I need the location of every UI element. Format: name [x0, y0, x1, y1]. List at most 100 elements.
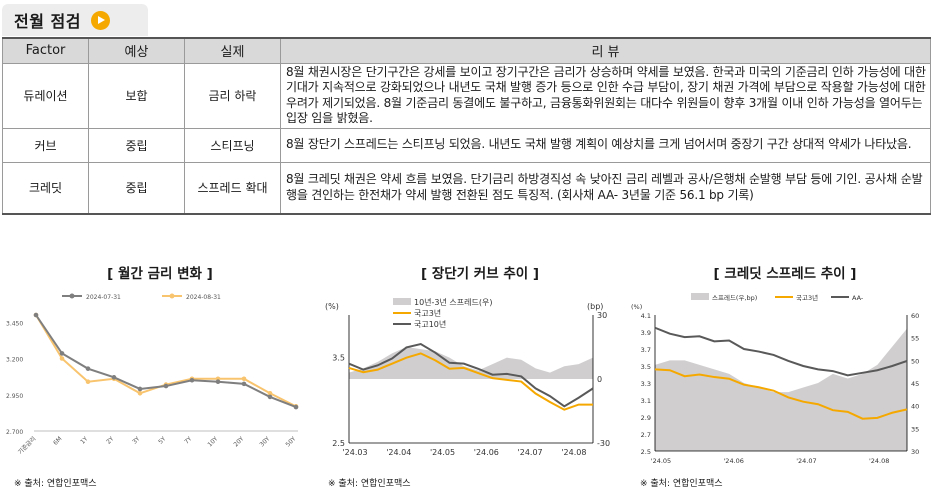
source-note: ※ 출처: 연합인포맥스: [14, 479, 97, 489]
legend-label: 10년-3년 스프레드(우): [414, 297, 492, 307]
x-tick-label: '24.06: [724, 457, 744, 465]
legend-swatch: [393, 298, 411, 305]
data-point: [241, 381, 247, 387]
y-tick-label-left: 2.5: [641, 448, 651, 456]
spread-area: [655, 328, 907, 451]
y-tick-label-right: 40: [911, 403, 919, 411]
data-point: [293, 404, 299, 410]
x-tick-label: 6M: [52, 435, 63, 446]
credit-spread-chart: 4.1 3.9 3.7 3.5 3.3 3.1 2.9 2.7 2.5 60 55 50 45 40 35 3…: [631, 293, 919, 465]
x-tick-label: 30Y: [258, 435, 271, 448]
section-title: 전월 점검: [14, 12, 81, 31]
y-tick-label-right: 30: [597, 311, 607, 320]
data-point: [215, 379, 221, 384]
expected-cell: 보합: [88, 62, 185, 129]
chart-title-credit-spread: [ 크레딧 스프레드 추이 ]: [713, 266, 857, 282]
x-tick-label: '24.07: [796, 457, 816, 465]
legend-label: 2024-07-31: [86, 294, 121, 301]
y-tick-label-left: 3.5: [332, 354, 345, 363]
table-header-row: Factor 예상 실제 리 뷰: [2, 37, 931, 64]
legend-label: 스프레드(우,bp): [712, 293, 757, 302]
y-axis-unit-right: (bp): [587, 302, 603, 311]
x-tick-label: 20Y: [232, 435, 245, 448]
legend-label: 2024-08-31: [186, 294, 221, 301]
x-tick-label: 3Y: [131, 435, 141, 445]
x-tick-label: '24.03: [342, 448, 367, 457]
y-tick-label-left: 3.9: [641, 329, 651, 337]
legend-label: 국고3년: [796, 293, 818, 302]
data-point: [33, 312, 39, 318]
table-row: 듀레이션 보합 금리 하락 8월 채권시장은 단기구간은 강세를 보이고 장기구…: [2, 62, 931, 129]
x-tick-label: '24.08: [869, 457, 889, 465]
series-line: [348, 342, 594, 408]
monthly-rate-chart: 2024-07-31 2024-08-31 2.700 2.950 3.200 3.450…: [6, 293, 299, 456]
legend-marker: [169, 293, 175, 299]
table-row: 크레딧 중립 스프레드 확대 8월 크레딧 채권은 약세 흐름 보였음. 단기금…: [2, 161, 931, 215]
legend-label: AA-: [852, 294, 864, 302]
y-tick-label-right: 30: [911, 448, 919, 456]
section-tab: 전월 점검: [2, 4, 148, 36]
expected-cell: 중립: [88, 161, 185, 215]
data-point: [267, 391, 273, 396]
review-table: Factor 예상 실제 리 뷰 듀레이션 보합 금리 하락 8월 채권시장은 …: [2, 37, 931, 215]
x-tick-label: '24.07: [518, 448, 543, 457]
factor-cell: 크레딧: [2, 161, 89, 215]
data-point: [59, 351, 65, 356]
actual-cell: 금리 하락: [184, 62, 281, 129]
column-header-expected: 예상: [88, 37, 185, 64]
x-tick-label: 10Y: [206, 435, 219, 448]
y-tick-label-left: 2.9: [641, 414, 651, 422]
factor-cell: 커브: [2, 127, 89, 163]
source-note: ※ 출처: 연합인포맥스: [328, 479, 411, 489]
y-tick-label: 3.450: [6, 320, 23, 327]
data-point: [267, 394, 273, 400]
y-tick-label-left: 3.5: [641, 363, 651, 371]
x-tick-label: 5Y: [157, 435, 167, 445]
data-point: [241, 376, 247, 382]
y-axis-unit-left: (%): [631, 303, 642, 311]
data-point: [189, 377, 195, 383]
y-tick-label: 2.700: [6, 429, 23, 436]
data-point: [85, 366, 91, 371]
y-tick-label-left: 3.1: [641, 397, 651, 405]
expected-cell: 중립: [88, 127, 185, 163]
x-tick-label: '24.08: [561, 448, 586, 457]
y-tick-label-right: 50: [911, 357, 919, 365]
factor-cell: 듀레이션: [2, 62, 89, 129]
series-line: [35, 314, 297, 409]
y-tick-label: 2.950: [6, 393, 23, 400]
data-point: [85, 379, 91, 384]
spread-area: [349, 347, 593, 379]
y-tick-label-right: 60: [911, 312, 919, 320]
data-point: [111, 375, 117, 380]
x-tick-label: 50Y: [284, 435, 297, 448]
play-icon[interactable]: [90, 10, 110, 30]
x-tick-label: '24.04: [386, 448, 411, 457]
x-tick-label: '24.05: [430, 448, 455, 457]
series-line: [654, 368, 908, 420]
x-tick-label: 기준금리: [16, 435, 37, 456]
y-tick-label-right: 55: [911, 335, 919, 343]
review-cell: 8월 채권시장은 단기구간은 강세를 보이고 장기구간은 금리가 상승하며 약세…: [280, 62, 931, 129]
y-tick-label-left: 3.3: [641, 380, 651, 388]
table-row: 커브 중립 스티프닝 8월 장단기 스프레드는 스티프닝 되었음. 내년도 국채…: [2, 127, 931, 163]
source-note: ※ 출처: 연합인포맥스: [640, 479, 723, 489]
legend-label: 국고10년: [414, 319, 446, 329]
data-point: [163, 383, 169, 389]
x-tick-label: '24.05: [651, 457, 671, 465]
review-cell: 8월 크레딧 채권은 약세 흐름 보였음. 단기금리 하방경직성 속 낮아진 금…: [280, 161, 931, 215]
y-tick-label-right: 35: [911, 425, 919, 433]
actual-cell: 스프레드 확대: [184, 161, 281, 215]
chart-title-monthly-rates: [ 월간 금리 변화 ]: [107, 266, 213, 282]
x-tick-label: 1Y: [79, 435, 89, 445]
legend-label: 국고3년: [414, 308, 441, 318]
series-line: [348, 352, 593, 411]
y-axis-unit-left: (%): [325, 302, 339, 311]
column-header-actual: 실제: [184, 37, 281, 64]
series-line: [654, 326, 908, 377]
column-header-factor: Factor: [2, 37, 89, 64]
legend-swatch: [691, 293, 709, 300]
curve-chart: 3.5 2.5 30 0 -30 '24.03 '24.04 '24.05 '24.06 '24.…: [325, 297, 610, 457]
y-tick-label-left: 2.5: [332, 439, 345, 448]
y-tick-label-left: 3.7: [641, 346, 651, 354]
